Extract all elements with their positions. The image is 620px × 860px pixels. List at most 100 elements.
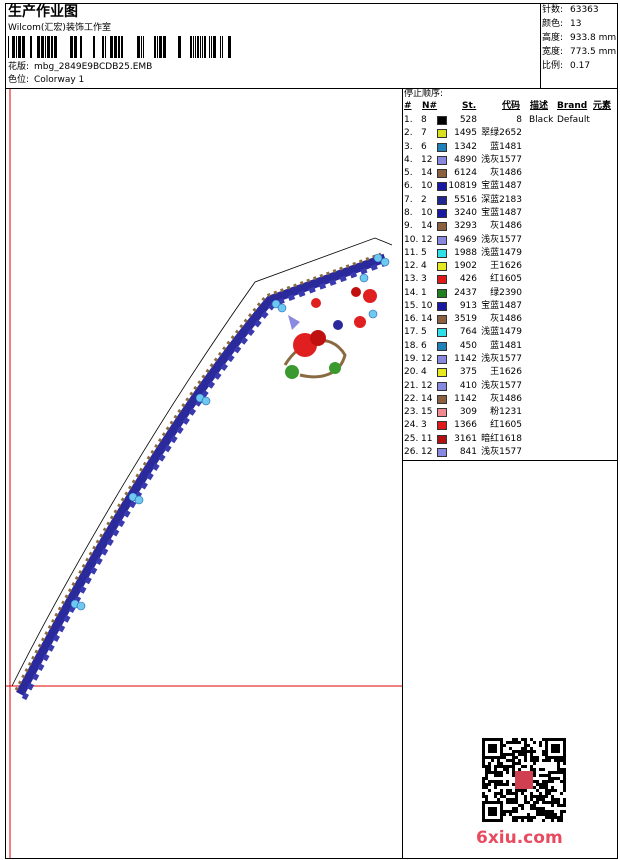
qr-module (548, 816, 551, 819)
qr-module (509, 789, 512, 792)
qr-module (518, 816, 521, 819)
qr-module (521, 819, 524, 822)
qr-module (524, 750, 527, 753)
bar (45, 36, 46, 58)
qr-module (509, 759, 512, 762)
qr-module (548, 780, 551, 783)
qr-module (494, 771, 497, 774)
qr-module (557, 819, 560, 822)
qr-module (554, 798, 557, 801)
qr-module (530, 768, 533, 771)
bar (197, 36, 199, 58)
code: 宝蓝1487 (481, 207, 522, 218)
qr-module (500, 792, 503, 795)
stitches: 1495 (454, 128, 477, 139)
qr-module (548, 759, 551, 762)
qr-module (527, 801, 530, 804)
qr-module (548, 774, 551, 777)
qr-module (494, 795, 497, 798)
needle: 14 (421, 393, 433, 404)
column-header: # (404, 101, 412, 111)
column-header: 代码 (502, 101, 521, 111)
qr-module (554, 777, 557, 780)
qr-module (560, 813, 563, 816)
description: Black (529, 115, 554, 125)
bar (228, 36, 231, 58)
stitches: 4890 (454, 154, 477, 165)
code: 浅灰1577 (481, 234, 522, 245)
qr-module (530, 759, 533, 762)
code: 粉1231 (490, 407, 522, 418)
row-index: 9. (404, 221, 413, 232)
blue-flowers (70, 253, 390, 611)
needle: 4 (421, 367, 427, 378)
color-swatch (437, 368, 447, 378)
qr-module (560, 759, 563, 762)
qr-module (557, 771, 560, 774)
qr-module (524, 741, 527, 744)
bar (8, 36, 9, 58)
qr-module (485, 783, 488, 786)
bar (93, 36, 95, 58)
sheet-title: 生产作业图 (8, 4, 78, 20)
qr-module (524, 816, 527, 819)
qr-module (551, 771, 554, 774)
color-swatch (437, 155, 447, 165)
needle: 12 (421, 380, 433, 391)
qr-module (488, 780, 491, 783)
qr-module (539, 798, 542, 801)
qr-module (557, 762, 560, 765)
qr-logo (515, 771, 533, 789)
needle: 3 (421, 420, 427, 431)
qr-module (506, 798, 509, 801)
qr-module (506, 771, 509, 774)
bar (190, 36, 192, 58)
qr-module (533, 741, 536, 744)
qr-module (536, 798, 539, 801)
qr-module (509, 741, 512, 744)
qr-module (563, 777, 566, 780)
qr-module (497, 783, 500, 786)
color-swatch (437, 301, 447, 311)
color-swatch (437, 195, 447, 205)
stat-label: 针数: (542, 5, 564, 15)
qr-module (512, 810, 515, 813)
qr-module (512, 759, 515, 762)
stat-value: 933.8 mm (570, 33, 617, 43)
bar (102, 36, 104, 58)
qr-module (512, 771, 515, 774)
qr-module (539, 813, 542, 816)
code: 浅灰1577 (481, 354, 522, 365)
qr-module (506, 792, 509, 795)
qr-module (557, 765, 560, 768)
color-swatch (437, 328, 447, 338)
code: 王1626 (490, 261, 522, 272)
qr-module (503, 813, 506, 816)
colorway: Colorway 1 (34, 75, 85, 85)
stitches: 450 (459, 340, 477, 351)
qr-module (542, 801, 545, 804)
qr-module (482, 765, 485, 768)
qr-module (482, 759, 485, 762)
qr-module (548, 801, 551, 804)
qr-module (497, 792, 500, 795)
qr-module (491, 780, 494, 783)
qr-module (527, 750, 530, 753)
qr-module (536, 810, 539, 813)
qr-module (545, 810, 548, 813)
lower-box (402, 460, 618, 859)
qr-module (533, 807, 536, 810)
design-file: mbg_2849E9BCDB25.EMB (34, 62, 153, 72)
qr-module (524, 795, 527, 798)
code: 灰1486 (490, 168, 522, 179)
qr-module (560, 816, 563, 819)
qr-module (524, 789, 527, 792)
qr-module (551, 819, 554, 822)
qr-module (524, 756, 527, 759)
qr-module (551, 816, 554, 819)
color-swatch (437, 169, 447, 179)
bar (213, 36, 216, 58)
qr-module (497, 762, 500, 765)
